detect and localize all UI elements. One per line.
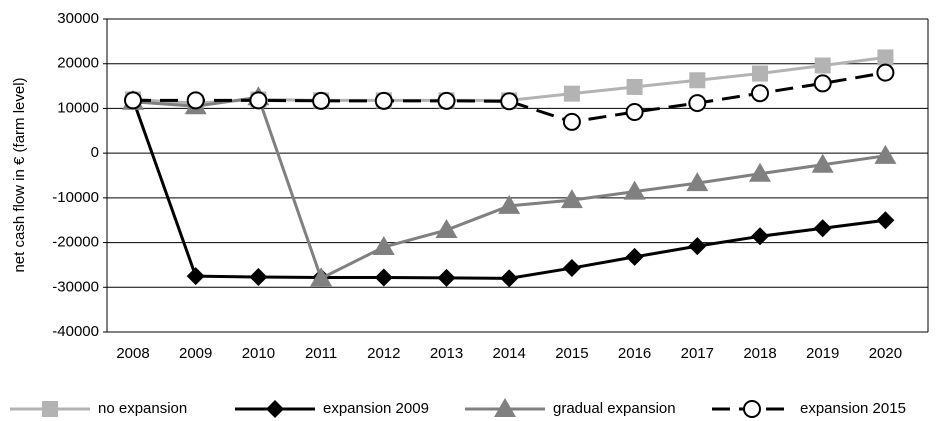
y-tick-label: 10000 bbox=[57, 99, 99, 116]
data-point bbox=[874, 144, 897, 164]
data-point bbox=[625, 103, 644, 122]
x-tick-label: 2009 bbox=[179, 345, 212, 362]
data-point bbox=[752, 65, 768, 82]
y-tick-label: -40000 bbox=[52, 323, 99, 340]
data-point bbox=[689, 72, 706, 89]
data-point bbox=[560, 189, 583, 209]
data-point bbox=[626, 78, 643, 95]
y-axis-label: net cash flow in € (farm level) bbox=[11, 77, 28, 272]
y-tick-label: -10000 bbox=[52, 189, 99, 206]
data-point bbox=[813, 219, 832, 238]
data-point bbox=[500, 269, 519, 288]
legend-marker bbox=[743, 400, 761, 418]
legend-label: expansion 2015 bbox=[800, 400, 906, 417]
y-tick-label: 30000 bbox=[57, 10, 99, 27]
data-point bbox=[813, 74, 832, 93]
x-tick-label: 2015 bbox=[555, 345, 588, 362]
x-tick-label: 2016 bbox=[618, 345, 651, 362]
data-point bbox=[374, 268, 393, 287]
data-point bbox=[500, 92, 519, 111]
data-point bbox=[249, 91, 268, 110]
data-point bbox=[186, 267, 205, 286]
x-tick-label: 2020 bbox=[869, 345, 902, 362]
data-point bbox=[310, 267, 333, 287]
data-point bbox=[563, 85, 580, 102]
x-tick-label: 2018 bbox=[743, 345, 776, 362]
legend-label: gradual expansion bbox=[553, 400, 676, 417]
legend-label: expansion 2009 bbox=[323, 400, 429, 417]
data-point bbox=[372, 236, 395, 256]
data-point bbox=[876, 63, 895, 82]
legend-marker bbox=[266, 400, 284, 418]
data-point bbox=[437, 91, 456, 110]
data-point bbox=[186, 91, 205, 110]
data-point bbox=[562, 112, 581, 131]
data-point bbox=[876, 211, 895, 230]
data-point bbox=[686, 172, 709, 192]
x-tick-label: 2012 bbox=[367, 345, 400, 362]
data-point bbox=[811, 153, 834, 173]
legend-marker bbox=[42, 401, 58, 417]
x-tick-label: 2019 bbox=[806, 345, 839, 362]
data-point bbox=[498, 194, 521, 214]
data-point bbox=[625, 247, 644, 266]
data-point bbox=[751, 227, 769, 246]
data-point bbox=[435, 219, 458, 239]
x-tick-label: 2011 bbox=[305, 345, 337, 362]
data-point bbox=[312, 91, 331, 110]
data-point bbox=[437, 268, 456, 287]
series-line bbox=[132, 95, 886, 281]
x-tick-label: 2008 bbox=[116, 345, 149, 362]
y-tick-label: 20000 bbox=[57, 55, 99, 72]
data-point bbox=[877, 49, 894, 66]
data-point bbox=[374, 91, 393, 110]
data-point bbox=[623, 180, 646, 200]
data-point bbox=[688, 94, 707, 113]
legend-marker bbox=[494, 398, 516, 417]
data-point bbox=[688, 237, 707, 256]
x-tick-label: 2010 bbox=[242, 345, 275, 362]
data-point bbox=[562, 259, 581, 278]
data-point bbox=[749, 162, 771, 182]
data-point bbox=[249, 268, 268, 287]
x-tick-label: 2017 bbox=[681, 345, 714, 362]
data-point bbox=[751, 84, 769, 103]
data-point bbox=[124, 91, 142, 110]
x-tick-label: 2014 bbox=[493, 345, 526, 362]
data-point bbox=[814, 57, 831, 74]
y-tick-label: -20000 bbox=[52, 234, 99, 251]
legend-label: no expansion bbox=[98, 400, 187, 417]
x-tick-label: 2013 bbox=[430, 345, 463, 362]
series-line bbox=[131, 98, 886, 280]
y-tick-label: -30000 bbox=[52, 278, 99, 295]
y-tick-label: 0 bbox=[91, 144, 99, 161]
